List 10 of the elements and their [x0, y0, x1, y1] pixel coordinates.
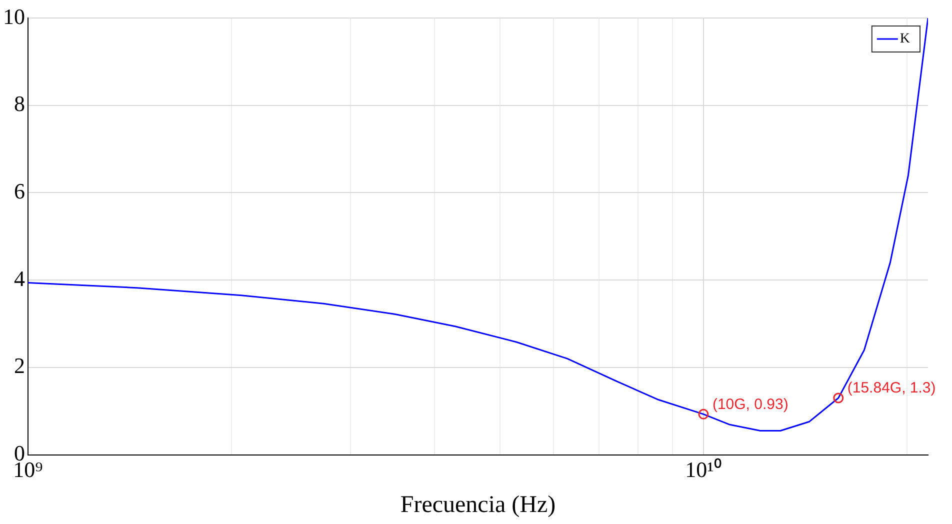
x-tick-label: 10¹⁰ — [685, 456, 722, 482]
y-tick-label: 8 — [14, 91, 25, 116]
y-tick-label: 2 — [14, 353, 25, 378]
x-axis-title: Frecuencia (Hz) — [400, 492, 556, 518]
annotation: (15.84G, 1.3) — [847, 380, 936, 397]
legend-label: K — [900, 32, 910, 47]
y-tick-label: 10 — [3, 4, 25, 29]
y-tick-label: 6 — [14, 178, 25, 204]
y-tick-label: 4 — [14, 266, 25, 291]
annotation: (10G, 0.93) — [712, 396, 788, 413]
